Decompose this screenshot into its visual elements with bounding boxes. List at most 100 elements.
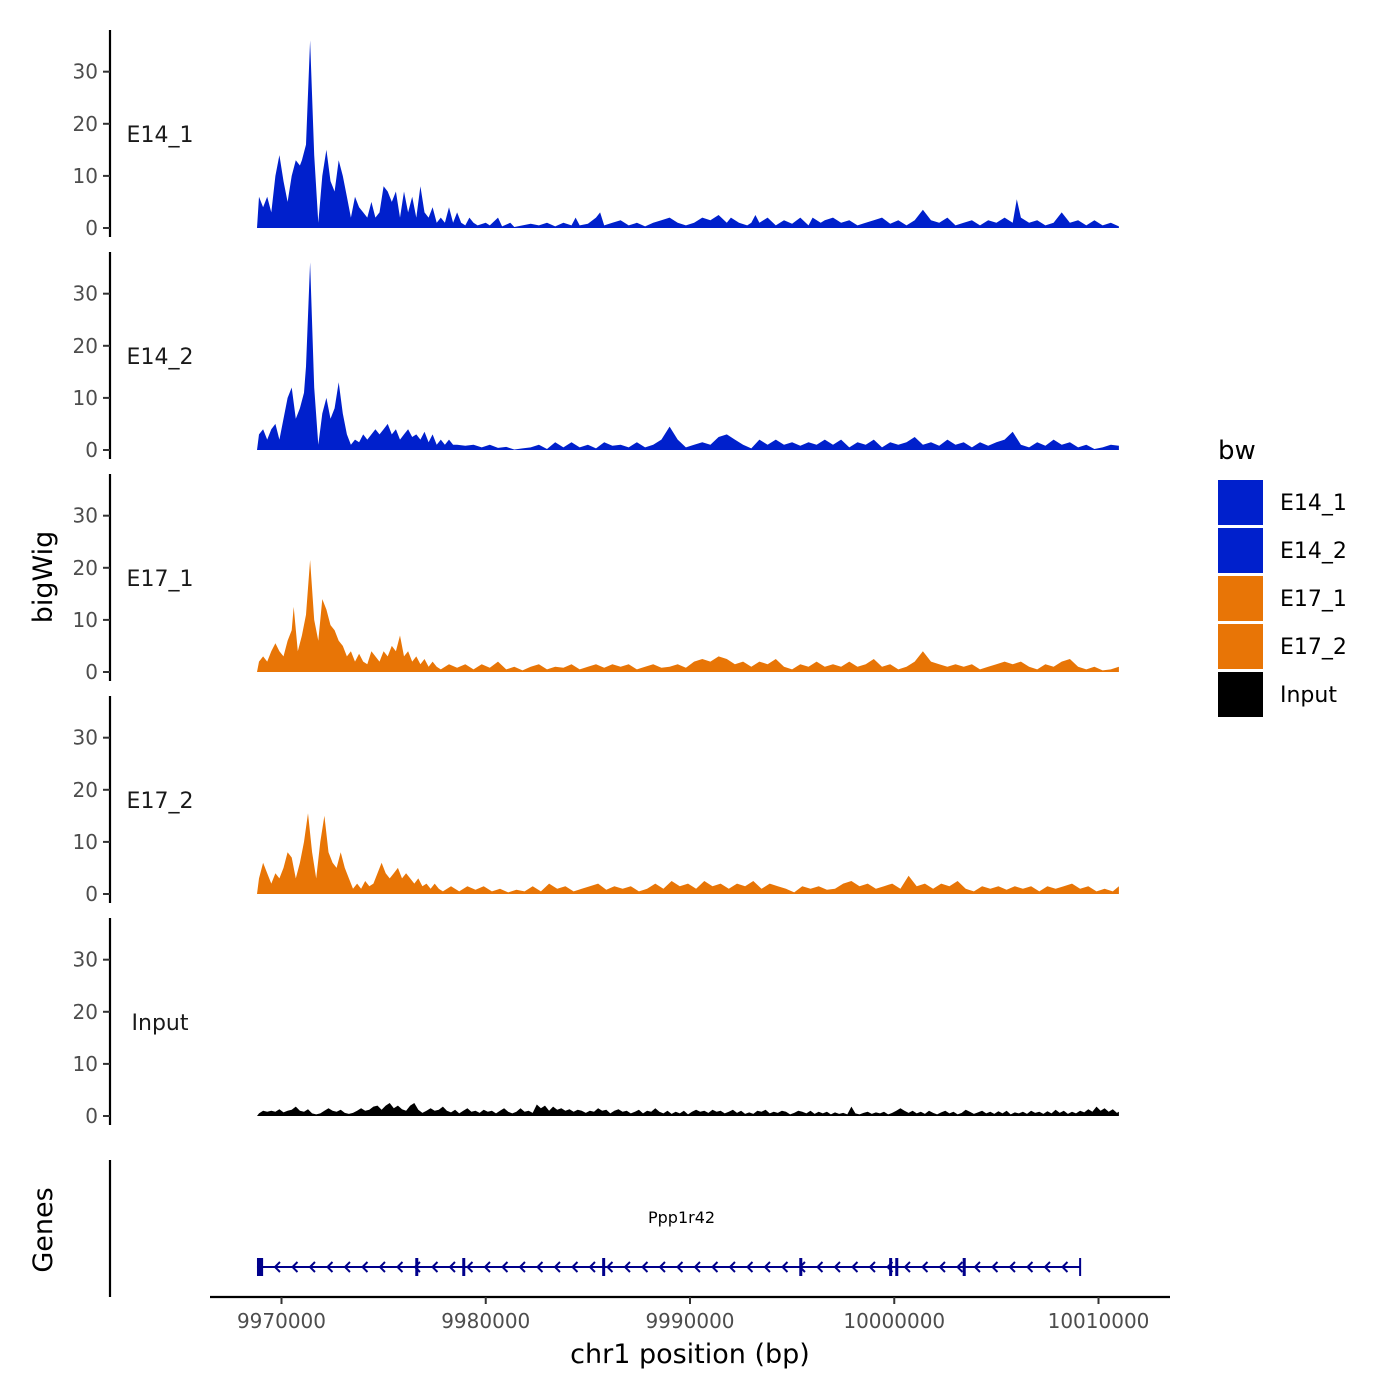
legend-label-E17_2: E17_2 [1280,635,1347,660]
strand-arrow [641,1261,649,1273]
exon [462,1258,466,1276]
strand-arrow [536,1261,544,1273]
track-label: E14_2 [127,345,194,370]
y-tick-label: 10 [73,1052,98,1076]
strand-arrow [693,1261,701,1273]
strand-arrow [1026,1261,1034,1273]
strand-arrow [571,1261,579,1273]
y-tick-label: 0 [85,882,98,906]
strand-arrow [378,1261,386,1273]
strand-arrow [921,1261,929,1273]
y-tick-label: 0 [85,660,98,684]
exon [799,1258,803,1276]
strand-arrow [711,1261,719,1273]
strand-arrow [851,1261,859,1273]
strand-arrow [588,1261,596,1273]
y-tick-label: 0 [85,438,98,462]
legend-label-E17_1: E17_1 [1280,587,1347,612]
strand-arrow [623,1261,631,1273]
track-E14_1: 0 10 20 30 E14_1 [73,30,1119,240]
y-tick-label: 30 [73,948,98,972]
strand-arrow [483,1261,491,1273]
y-tick-label: 10 [73,608,98,632]
genes-axis-title: Genes [28,1187,59,1272]
y-tick-label: 10 [73,830,98,854]
x-tick-label: 10010000 [1048,1309,1150,1333]
y-tick-label: 20 [73,112,98,136]
coverage-area-E14_1 [257,40,1119,229]
coverage-area-E14_2 [257,262,1119,450]
x-tick-label: 9990000 [645,1309,734,1333]
strand-arrow [991,1261,999,1273]
strand-arrow [1061,1261,1069,1273]
exon [415,1258,419,1276]
strand-arrow [606,1261,614,1273]
track-label: E17_2 [127,789,194,814]
y-tick-label: 20 [73,1000,98,1024]
x-tick-label: 10000000 [843,1309,945,1333]
y-axis-title: bigWig [28,531,59,624]
legend-label-E14_1: E14_1 [1280,491,1347,516]
gene-track: Ppp1r42 [108,1160,1082,1297]
strand-arrow [816,1261,824,1273]
y-tick-label: 30 [73,282,98,306]
y-tick-label: 0 [85,216,98,240]
coverage-area-E17_2 [257,813,1119,894]
exon [962,1258,966,1276]
y-tick-label: 20 [73,334,98,358]
y-tick-label: 20 [73,778,98,802]
strand-arrow [1043,1261,1051,1273]
track-label: Input [132,1011,189,1036]
legend: bw E14_1 E14_2 E17_1 E17_2 Input [1218,436,1347,717]
strand-arrow [973,1261,981,1273]
strand-arrow [553,1261,561,1273]
strand-arrow [868,1261,876,1273]
strand-arrow [326,1261,334,1273]
strand-arrow [413,1261,421,1273]
strand-arrow [728,1261,736,1273]
strand-arrow [676,1261,684,1273]
strand-arrow [501,1261,509,1273]
exon [895,1258,899,1276]
legend-key-E14_2 [1218,528,1263,573]
legend-title: bw [1218,436,1256,466]
legend-key-E14_1 [1218,480,1263,525]
gene-name-label: Ppp1r42 [648,1208,715,1227]
strand-arrow [518,1261,526,1273]
track-E17_1: 0 10 20 30 E17_1 [73,474,1119,684]
x-axis: 9970000 9980000 9990000 10000000 10010000 [210,1295,1170,1333]
track-E14_2: 0 10 20 30 E14_2 [73,252,1119,462]
x-tick-label: 9970000 [237,1309,326,1333]
strand-arrow [763,1261,771,1273]
y-tick-label: 30 [73,60,98,84]
strand-arrow [746,1261,754,1273]
legend-label-E14_2: E14_2 [1280,539,1347,564]
strand-arrow [291,1261,299,1273]
legend-key-E17_2 [1218,624,1263,669]
strand-arrow [903,1261,911,1273]
track-label: E17_1 [127,567,194,592]
strand-arrow [361,1261,369,1273]
y-tick-label: 20 [73,556,98,580]
coverage-area-E17_1 [257,560,1119,672]
y-tick-label: 0 [85,1104,98,1128]
track-label: E14_1 [127,123,194,148]
strand-arrow [781,1261,789,1273]
x-tick-label: 9980000 [441,1309,530,1333]
track-E17_2: 0 10 20 30 E17_2 [73,696,1119,906]
strand-arrow [396,1261,404,1273]
x-axis-title: chr1 position (bp) [570,1339,810,1370]
strand-arrow [938,1261,946,1273]
exon [256,1258,264,1276]
legend-key-Input [1218,672,1263,717]
strand-arrow [431,1261,439,1273]
coverage-area-Input [257,1103,1119,1116]
strand-arrow [273,1261,281,1273]
strand-arrow [466,1261,474,1273]
strand-arrow [343,1261,351,1273]
track-Input: 0 10 20 30 Input [73,918,1119,1128]
y-tick-label: 10 [73,386,98,410]
y-tick-label: 30 [73,504,98,528]
strand-arrow [833,1261,841,1273]
